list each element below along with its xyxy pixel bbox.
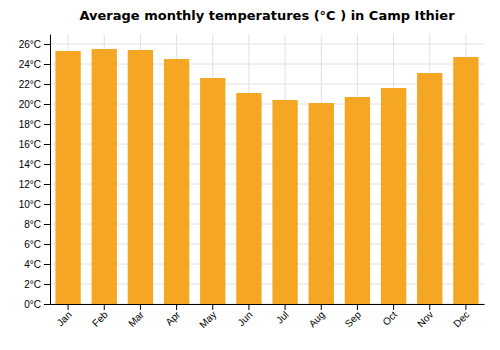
x-tick: Aug [307, 304, 327, 329]
tick-mark [68, 304, 69, 310]
tick-mark [176, 304, 177, 310]
y-tick-label: 16°C [19, 139, 41, 150]
y-tick-label: 4°C [24, 259, 41, 270]
tick-mark [104, 304, 105, 310]
bar [381, 88, 406, 304]
y-tick-label: 24°C [19, 59, 41, 70]
y-tick: 18°C [19, 119, 50, 130]
tick-mark [429, 304, 430, 310]
tick-mark [44, 84, 50, 85]
y-tick-label: 2°C [24, 279, 41, 290]
tick-mark [44, 184, 50, 185]
x-tick-label: Aug [307, 309, 327, 329]
tick-mark [212, 304, 213, 310]
y-tick: 12°C [19, 179, 50, 190]
y-tick-label: 26°C [19, 39, 41, 50]
x-tick: Jan [55, 304, 74, 328]
y-tick: 0°C [24, 299, 50, 310]
x-tick: Mar [126, 304, 146, 329]
y-tick-label: 6°C [24, 239, 41, 250]
bar [200, 78, 225, 304]
y-tick-label: 20°C [19, 99, 41, 110]
y-tick: 22°C [19, 79, 50, 90]
bar [236, 93, 261, 304]
tick-mark [248, 304, 249, 310]
bar [417, 73, 442, 304]
x-tick: Oct [380, 304, 399, 328]
plot-area [55, 49, 478, 304]
tick-mark [44, 44, 50, 45]
tick-mark [44, 104, 50, 105]
x-tick-label: Jun [235, 309, 254, 328]
tick-mark [321, 304, 322, 310]
x-tick: Jun [235, 304, 254, 328]
tick-mark [44, 284, 50, 285]
y-tick: 20°C [19, 99, 50, 110]
tick-mark [44, 204, 50, 205]
y-tick: 26°C [19, 39, 50, 50]
x-tick: Sep [343, 304, 364, 329]
x-tick: Apr [163, 304, 182, 328]
x-tick: Feb [90, 304, 110, 329]
x-tick: Dec [451, 304, 471, 329]
y-tick-label: 0°C [24, 299, 41, 310]
x-tick: Jul [274, 304, 291, 326]
y-tick: 8°C [24, 219, 50, 230]
x-tick-label: Feb [90, 309, 110, 329]
y-tick-label: 18°C [19, 119, 41, 130]
bar [128, 50, 153, 304]
bar [453, 57, 478, 304]
y-tick-label: 8°C [24, 219, 41, 230]
x-tick-label: Jul [274, 309, 291, 326]
tick-mark [44, 224, 50, 225]
axis-line [51, 304, 485, 305]
bar [309, 103, 334, 304]
y-tick: 6°C [24, 239, 50, 250]
tick-mark [393, 304, 394, 310]
grid [50, 34, 484, 304]
tick-mark [44, 304, 50, 305]
x-tick-label: Jan [55, 309, 74, 328]
tick-mark [285, 304, 286, 310]
x-tick: May [197, 304, 218, 330]
title: Average monthly temperatures (°C ) in Ca… [79, 8, 455, 23]
tick-mark [44, 264, 50, 265]
x-tick-label: May [197, 309, 218, 330]
grid-line-y [50, 44, 484, 45]
y-tick-label: 10°C [19, 199, 41, 210]
x-tick-label: Sep [343, 309, 364, 330]
y-tick: 14°C [19, 159, 50, 170]
tick-mark [357, 304, 358, 310]
y-tick: 4°C [24, 259, 50, 270]
tick-mark [44, 164, 50, 165]
tick-mark [140, 304, 141, 310]
y-tick-label: 22°C [19, 79, 41, 90]
x-tick-label: Apr [163, 308, 182, 327]
chart: Jan Feb Mar Apr May Jun Jul Aug Sep Oct Nov Dec 0°C 2… [0, 0, 500, 350]
tick-mark [44, 124, 50, 125]
tick-mark [465, 304, 466, 310]
y-tick-label: 14°C [19, 159, 41, 170]
x-tick-label: Oct [380, 309, 399, 328]
axis-line [50, 35, 51, 305]
y-tick: 24°C [19, 59, 50, 70]
tick-mark [44, 144, 50, 145]
x-axis: Jan Feb Mar Apr May Jun Jul Aug Sep Oct Nov Dec [51, 304, 485, 330]
y-tick: 16°C [19, 139, 50, 150]
bar [345, 97, 370, 304]
y-tick: 2°C [24, 279, 50, 290]
bar [164, 59, 189, 304]
y-axis: 0°C 2°C 4°C 6°C 8°C 10°C 12°C 14°C 16°C 18°C 20°C 2… [19, 35, 51, 310]
tick-mark [44, 244, 50, 245]
x-tick-label: Dec [451, 309, 471, 329]
y-tick: 10°C [19, 199, 50, 210]
tick-mark [44, 64, 50, 65]
x-tick-label: Mar [126, 308, 146, 328]
x-tick-label: Nov [415, 309, 435, 329]
x-tick: Nov [415, 304, 435, 329]
y-tick-label: 12°C [19, 179, 41, 190]
bar [55, 51, 80, 304]
bar [92, 49, 117, 304]
bar [272, 100, 297, 304]
